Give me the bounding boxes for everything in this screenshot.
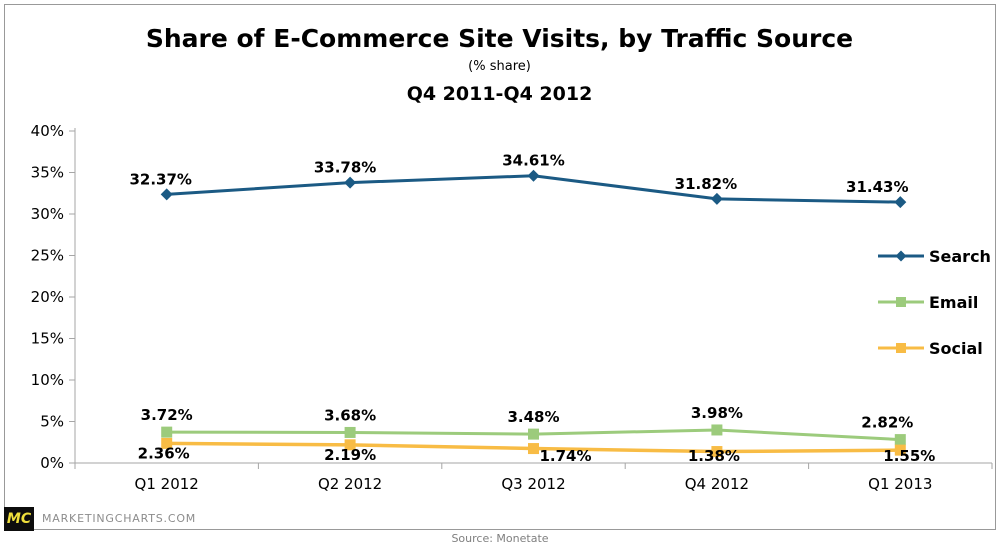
- y-tick-label: 20%: [31, 288, 64, 306]
- data-label-search: 31.43%: [846, 178, 908, 196]
- y-tick-label: 35%: [31, 164, 64, 182]
- diamond-marker: [710, 192, 723, 205]
- square-marker: [528, 428, 539, 440]
- data-label-social: 1.38%: [688, 447, 740, 465]
- data-label-search: 33.78%: [314, 159, 376, 177]
- y-tick-label: 30%: [31, 205, 64, 223]
- diamond-marker: [894, 196, 907, 209]
- data-label-email: 3.48%: [507, 408, 559, 426]
- y-tick-label: 5%: [40, 413, 64, 431]
- source-text: Source: Monetate: [451, 532, 549, 545]
- square-marker: [161, 426, 173, 438]
- data-label-social: 1.74%: [539, 447, 591, 465]
- square-marker: [711, 424, 723, 436]
- legend-diamond-marker: [895, 250, 907, 262]
- legend-label: Email: [929, 293, 978, 312]
- y-tick-label: 0%: [40, 454, 64, 472]
- square-marker: [894, 444, 906, 456]
- data-label-social: 2.19%: [324, 446, 376, 464]
- legend-label: Search: [929, 247, 991, 266]
- series-search: 32.37% 33.78% 34.61% 31.82% 31.43%: [129, 152, 909, 209]
- marketingcharts-logo: MC: [4, 507, 34, 531]
- legend-item-email: Email: [878, 293, 978, 312]
- x-axis-label: Q3 2012: [501, 475, 565, 493]
- legend-square-marker: [896, 343, 906, 353]
- legend-item-social: Social: [878, 339, 983, 358]
- chart-subtitle: (% share): [468, 59, 531, 74]
- data-label-email: 3.98%: [691, 404, 743, 422]
- data-label-search: 31.82%: [675, 175, 737, 193]
- data-label-email: 2.82%: [861, 414, 913, 432]
- chart-period: Q4 2011-Q4 2012: [406, 83, 593, 105]
- x-axis-label: Q1 2013: [868, 475, 932, 493]
- data-label-social: 1.55%: [883, 447, 935, 465]
- x-axis-label: Q4 2012: [685, 475, 749, 493]
- data-label-social: 2.36%: [138, 444, 190, 462]
- data-label-email: 3.72%: [141, 406, 193, 424]
- footer-divider: [34, 529, 995, 530]
- y-tick-label: 10%: [31, 371, 64, 389]
- chart-header: Share of E-Commerce Site Visits, by Traf…: [4, 24, 995, 105]
- legend-item-search: Search: [878, 247, 991, 266]
- square-marker: [344, 439, 356, 451]
- y-tick-label: 40%: [31, 122, 64, 140]
- x-axis-label: Q2 2012: [318, 475, 382, 493]
- brand-text: MARKETINGCHARTS.COM: [42, 512, 197, 525]
- square-marker: [344, 426, 356, 438]
- y-tick-label: 25%: [31, 247, 64, 265]
- data-label-search: 34.61%: [502, 152, 564, 170]
- chart-frame-border: [4, 4, 996, 530]
- square-marker: [528, 443, 539, 455]
- data-label-email: 3.68%: [324, 406, 376, 424]
- series-email: 3.72% 3.68% 3.48% 3.98% 2.82%: [141, 404, 913, 446]
- diamond-marker: [527, 169, 540, 182]
- y-tick-label: 15%: [31, 330, 64, 348]
- diamond-marker: [160, 188, 173, 201]
- chart-title: Share of E-Commerce Site Visits, by Traf…: [145, 24, 854, 53]
- square-marker: [894, 434, 906, 446]
- square-marker: [711, 446, 723, 458]
- diamond-marker: [344, 176, 357, 189]
- series-social: 2.36% 2.19% 1.74% 1.38% 1.55%: [138, 437, 935, 465]
- legend-square-marker: [896, 297, 906, 307]
- data-label-search: 32.37%: [129, 170, 191, 188]
- x-axis-label: Q1 2012: [135, 475, 199, 493]
- square-marker: [161, 437, 173, 449]
- legend-label: Social: [929, 339, 983, 358]
